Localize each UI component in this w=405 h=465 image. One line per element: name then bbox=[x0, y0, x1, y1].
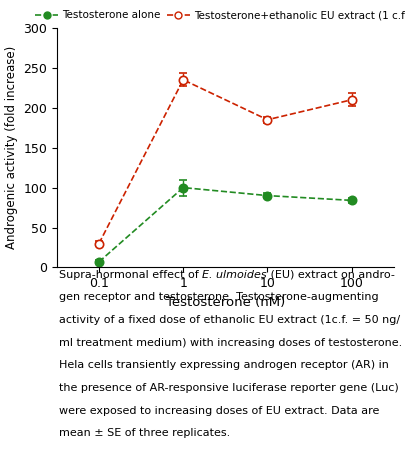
Text: the presence of AR-responsive luciferase reporter gene (Luc): the presence of AR-responsive luciferase… bbox=[59, 383, 398, 393]
Text: Supra-hormonal effect of: Supra-hormonal effect of bbox=[59, 270, 202, 280]
Text: E. ulmoides: E. ulmoides bbox=[202, 270, 266, 280]
Text: ml treatment medium) with increasing doses of testosterone.: ml treatment medium) with increasing dos… bbox=[59, 338, 401, 348]
Text: gen receptor and testosterone. Testosterone-augmenting: gen receptor and testosterone. Testoster… bbox=[59, 292, 377, 302]
Text: mean ± SE of three replicates.: mean ± SE of three replicates. bbox=[59, 428, 230, 438]
Text: Hela cells transiently expressing androgen receptor (AR) in: Hela cells transiently expressing androg… bbox=[59, 360, 388, 371]
Text: activity of a fixed dose of ethanolic EU extract (1c.f. = 50 ng/: activity of a fixed dose of ethanolic EU… bbox=[59, 315, 399, 325]
Text: (EU) extract on andro-: (EU) extract on andro- bbox=[266, 270, 394, 280]
Legend: Testosterone alone, Testosterone+ethanolic EU extract (1 c.f.): Testosterone alone, Testosterone+ethanol… bbox=[35, 10, 405, 20]
X-axis label: Testosterone (nM): Testosterone (nM) bbox=[165, 296, 284, 309]
Y-axis label: Androgenic activity (fold increase): Androgenic activity (fold increase) bbox=[5, 46, 18, 249]
Text: were exposed to increasing doses of EU extract. Data are: were exposed to increasing doses of EU e… bbox=[59, 406, 378, 416]
